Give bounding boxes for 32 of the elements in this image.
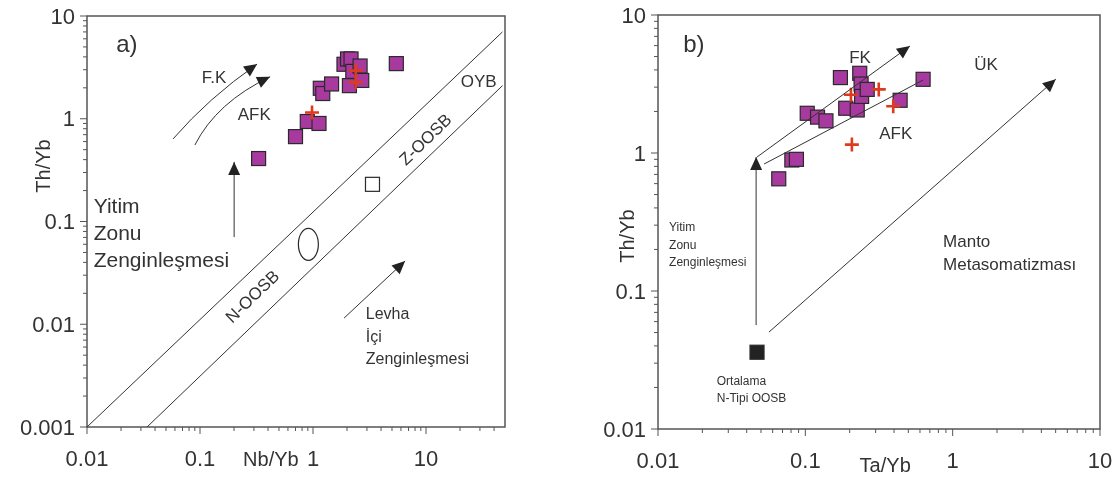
- x-tick-label: 0.1: [184, 446, 216, 471]
- annotation: Levha İçi Zenginleşmesi: [365, 304, 469, 367]
- annotation: Ortalama N-Tipi OOSB: [716, 373, 787, 405]
- y-tick-label: 10: [50, 3, 75, 29]
- annotation: Manto Metasomatizması: [943, 231, 1077, 274]
- y-tick-label: 0.01: [32, 311, 75, 337]
- y-tick-label: 1: [62, 106, 75, 132]
- x-axis-title: Ta/Yb: [859, 454, 911, 476]
- annotation: FK: [849, 47, 872, 67]
- x-tick-label: 1: [306, 446, 320, 471]
- x-tick-label: 0.1: [790, 448, 821, 473]
- text: a): [116, 29, 138, 57]
- y-tick-label: 0.001: [19, 414, 75, 440]
- x-tick-label: 10: [1087, 448, 1113, 473]
- annotation: Yitim Zonu Zenginleşmesi: [93, 193, 230, 271]
- annotation: ÜK: [974, 54, 999, 74]
- annotation: F.K: [201, 67, 228, 87]
- y-tick-label: 0.1: [44, 209, 75, 235]
- y-tick-label: 0.01: [603, 416, 646, 442]
- x-axis-title: Nb/Yb: [243, 448, 299, 470]
- y-axis-title: Th/Yb: [32, 139, 54, 193]
- annotation: AFK: [879, 123, 913, 143]
- y-tick-label: 0.1: [615, 278, 646, 304]
- y-axis-title: Th/Yb: [616, 209, 638, 263]
- y-tick-label: 10: [621, 2, 646, 28]
- x-tick-label: 1: [946, 448, 959, 473]
- annotation: OYB: [460, 71, 497, 91]
- annotation: AFK: [237, 104, 272, 124]
- y-tick-label: 1: [633, 140, 646, 166]
- annotation: Yitim Zonu Zenginleşmesi: [669, 220, 747, 270]
- x-tick-label: 10: [413, 446, 439, 471]
- text: b): [683, 29, 705, 57]
